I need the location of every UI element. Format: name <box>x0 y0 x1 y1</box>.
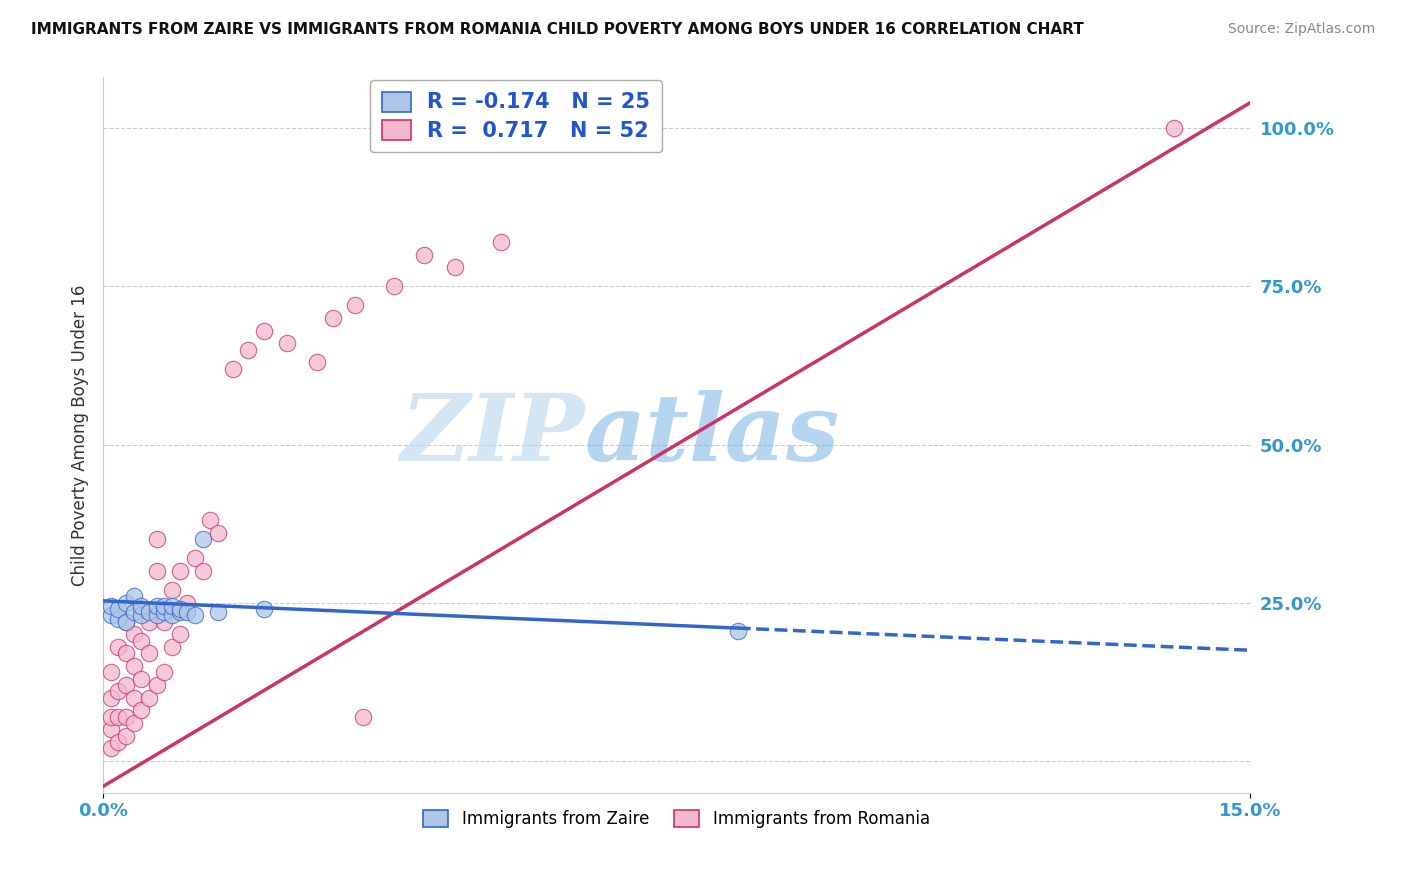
Point <box>169 602 191 616</box>
Point <box>100 741 122 756</box>
Point <box>100 665 122 680</box>
Point <box>145 564 167 578</box>
Point <box>1163 121 1185 136</box>
Point <box>153 665 176 680</box>
Point <box>489 235 512 249</box>
Point <box>169 605 191 619</box>
Point <box>115 709 138 723</box>
Point <box>153 605 176 619</box>
Point <box>169 564 191 578</box>
Point <box>131 633 153 648</box>
Point <box>107 709 129 723</box>
Point <box>153 615 176 629</box>
Point <box>160 599 183 613</box>
Point <box>307 355 329 369</box>
Point <box>145 678 167 692</box>
Point <box>100 608 122 623</box>
Text: ZIP: ZIP <box>401 390 585 480</box>
Point <box>191 533 214 547</box>
Point <box>169 627 191 641</box>
Point <box>138 605 160 619</box>
Point <box>207 526 229 541</box>
Point <box>238 343 260 357</box>
Point <box>122 690 145 705</box>
Point <box>276 336 298 351</box>
Point <box>115 596 138 610</box>
Point <box>176 605 198 619</box>
Point <box>222 361 245 376</box>
Point <box>100 690 122 705</box>
Point <box>122 627 145 641</box>
Point <box>160 608 183 623</box>
Point <box>100 723 122 737</box>
Point <box>207 605 229 619</box>
Point <box>131 602 153 616</box>
Point <box>115 729 138 743</box>
Point <box>184 551 207 566</box>
Point <box>131 703 153 717</box>
Point <box>115 615 138 629</box>
Point <box>107 611 129 625</box>
Point <box>382 279 405 293</box>
Point <box>145 599 167 613</box>
Point <box>184 608 207 623</box>
Point <box>253 602 276 616</box>
Point <box>115 615 138 629</box>
Text: atlas: atlas <box>585 390 839 480</box>
Point <box>145 533 167 547</box>
Point <box>131 672 153 686</box>
Point <box>131 608 153 623</box>
Point <box>138 615 160 629</box>
Point <box>131 599 153 613</box>
Point <box>107 735 129 749</box>
Legend: Immigrants from Zaire, Immigrants from Romania: Immigrants from Zaire, Immigrants from R… <box>416 803 936 834</box>
Point <box>100 709 122 723</box>
Point <box>153 599 176 613</box>
Y-axis label: Child Poverty Among Boys Under 16: Child Poverty Among Boys Under 16 <box>72 285 89 586</box>
Point <box>145 608 167 623</box>
Point <box>100 599 122 613</box>
Text: Source: ZipAtlas.com: Source: ZipAtlas.com <box>1227 22 1375 37</box>
Point <box>122 590 145 604</box>
Point <box>138 647 160 661</box>
Point <box>122 716 145 731</box>
Point <box>444 260 467 275</box>
Point <box>138 690 160 705</box>
Point <box>191 564 214 578</box>
Point <box>344 298 367 312</box>
Text: IMMIGRANTS FROM ZAIRE VS IMMIGRANTS FROM ROMANIA CHILD POVERTY AMONG BOYS UNDER : IMMIGRANTS FROM ZAIRE VS IMMIGRANTS FROM… <box>31 22 1084 37</box>
Point <box>352 709 374 723</box>
Point <box>122 659 145 673</box>
Point <box>115 678 138 692</box>
Point <box>176 596 198 610</box>
Point <box>107 684 129 698</box>
Point <box>727 624 749 639</box>
Point <box>253 324 276 338</box>
Point <box>160 640 183 654</box>
Point <box>160 583 183 598</box>
Point <box>115 647 138 661</box>
Point <box>413 247 436 261</box>
Point <box>321 310 343 325</box>
Point <box>198 514 221 528</box>
Point <box>107 640 129 654</box>
Point <box>122 605 145 619</box>
Point <box>107 602 129 616</box>
